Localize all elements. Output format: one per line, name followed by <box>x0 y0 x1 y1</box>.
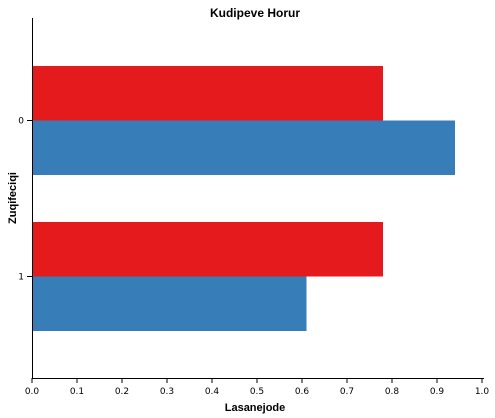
y-ticks-group: 01 <box>18 117 32 283</box>
x-tick-label: 0.3 <box>160 387 174 397</box>
x-tick-label: 0.1 <box>70 387 84 397</box>
x-axis-label: Lasanejode <box>225 402 286 414</box>
x-tick-label: 0.5 <box>250 387 264 397</box>
x-tick-label: 1.0 <box>475 387 490 397</box>
x-tick-label: 0.0 <box>25 387 40 397</box>
bar-series-1-category-0 <box>32 120 455 175</box>
x-tick-label: 0.2 <box>115 387 129 397</box>
x-tick-label: 0.7 <box>340 387 354 397</box>
y-tick-label: 0 <box>18 117 24 127</box>
bar-series-0-category-0 <box>32 66 383 121</box>
x-ticks-group: 0.0 0.1 0.2 0.3 0.4 0.5 0.6 0.7 0.8 0.9 1.0 <box>25 378 490 397</box>
y-tick-label: 1 <box>18 273 24 283</box>
bars-group <box>32 66 455 331</box>
x-tick-label: 0.8 <box>385 387 400 397</box>
bar-series-1-category-1 <box>32 276 307 331</box>
bar-series-0-category-1 <box>32 222 383 277</box>
x-tick-label: 0.4 <box>205 387 220 397</box>
x-tick-label: 0.6 <box>295 387 310 397</box>
chart-title: Kudipeve Horur <box>210 6 300 20</box>
x-tick-label: 0.9 <box>430 387 445 397</box>
y-axis-label: Zuqifeciqi <box>7 172 19 224</box>
